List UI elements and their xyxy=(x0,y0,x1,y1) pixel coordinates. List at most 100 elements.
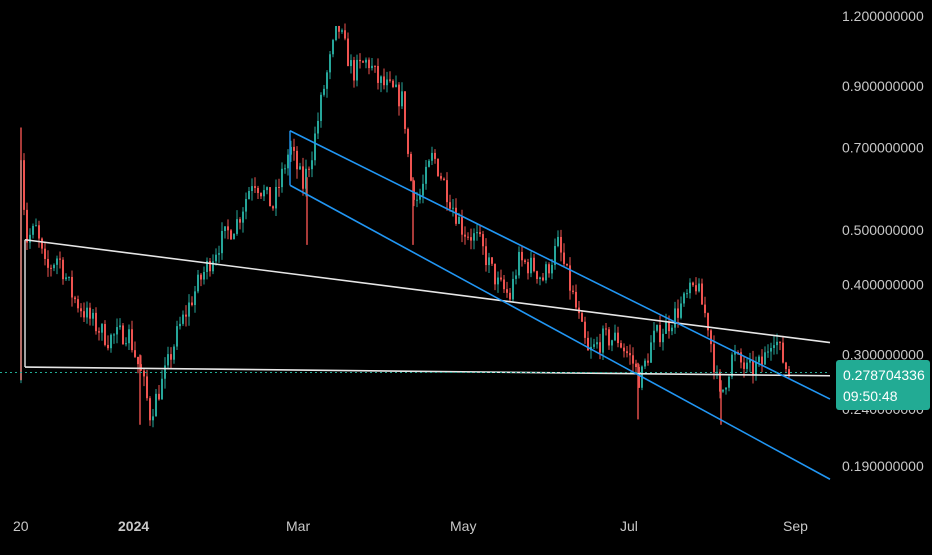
candle xyxy=(116,318,118,344)
candle-body xyxy=(722,389,724,392)
candle-body xyxy=(476,232,478,234)
candle xyxy=(266,186,268,195)
candle-body xyxy=(311,160,313,170)
trendline-upper[interactable] xyxy=(24,238,831,344)
candle-body xyxy=(137,356,139,365)
candle xyxy=(326,70,328,98)
candle xyxy=(335,26,337,42)
candle xyxy=(53,263,55,272)
candle-body xyxy=(563,252,565,264)
candle xyxy=(782,335,784,364)
candle-body xyxy=(296,150,298,170)
candle xyxy=(356,54,358,87)
candle-body xyxy=(521,251,523,261)
candle xyxy=(299,162,301,171)
candle xyxy=(215,248,217,266)
candle-body xyxy=(674,308,676,328)
candle-body xyxy=(389,79,391,81)
candle-body xyxy=(227,226,229,231)
channel-bottom-line[interactable] xyxy=(289,184,831,480)
candle xyxy=(446,172,448,211)
candle-body xyxy=(371,65,373,69)
candle-body xyxy=(260,193,262,197)
candle xyxy=(746,358,748,373)
candle-body xyxy=(263,190,265,197)
candle xyxy=(644,358,646,370)
candle xyxy=(146,369,148,401)
candle xyxy=(629,344,631,365)
candle xyxy=(506,281,508,298)
candle-body xyxy=(401,91,403,107)
candle xyxy=(512,271,514,303)
candle-body xyxy=(134,350,136,357)
price-axis[interactable]: 1.200000000 0.900000000 0.700000000 0.50000… xyxy=(842,8,924,474)
candle-body xyxy=(428,160,430,167)
candle-body xyxy=(719,371,721,392)
candle-body xyxy=(761,356,763,365)
channel-top-line[interactable] xyxy=(289,130,831,400)
candle-body xyxy=(614,332,616,341)
candle xyxy=(521,246,523,267)
candle-body xyxy=(575,291,577,308)
candle xyxy=(119,318,121,330)
candle-body xyxy=(482,234,484,247)
candle xyxy=(59,251,61,269)
candle xyxy=(785,361,787,373)
candle xyxy=(482,230,484,255)
candle xyxy=(77,295,79,313)
candle-body xyxy=(230,230,232,240)
candle xyxy=(350,54,352,74)
candle-body xyxy=(782,342,784,363)
candle-body xyxy=(686,293,688,295)
current-price-tag: 0.278704336 09:50:48 xyxy=(836,360,930,410)
candle-body xyxy=(668,321,670,332)
trendlines-layer[interactable] xyxy=(0,130,831,480)
candle-body xyxy=(122,325,124,345)
candle xyxy=(68,276,70,281)
candle xyxy=(110,333,112,353)
candle xyxy=(563,243,565,267)
candle xyxy=(92,309,94,326)
candle xyxy=(317,112,319,140)
candle-body xyxy=(554,246,556,265)
candle xyxy=(101,322,103,341)
candle xyxy=(431,146,433,166)
candle xyxy=(338,25,340,39)
candle-body xyxy=(431,152,433,161)
candle xyxy=(152,408,154,428)
candle-body xyxy=(413,180,415,200)
candle xyxy=(359,53,361,69)
candle xyxy=(128,324,130,351)
candle-body xyxy=(206,260,208,272)
candle-body xyxy=(404,91,406,129)
candle xyxy=(707,312,709,337)
candle xyxy=(191,296,193,307)
candle xyxy=(695,277,697,295)
candle-body xyxy=(143,370,145,377)
trendline-lower[interactable] xyxy=(24,366,831,377)
candle-body xyxy=(395,84,397,87)
candle-body xyxy=(356,59,358,81)
candle-body xyxy=(545,264,547,281)
candle-body xyxy=(248,190,250,199)
candle xyxy=(230,229,232,241)
candle-body xyxy=(290,146,292,155)
candle xyxy=(452,199,454,217)
candle xyxy=(89,302,91,326)
candle-body xyxy=(485,246,487,266)
candle-body xyxy=(251,186,253,191)
candle xyxy=(761,349,763,373)
candle-body xyxy=(95,312,97,332)
candle-body xyxy=(77,299,79,309)
candle-body xyxy=(662,333,664,343)
candle-body xyxy=(131,329,133,351)
candle xyxy=(209,258,211,277)
candle xyxy=(332,38,334,58)
candle-body xyxy=(353,60,355,81)
candle xyxy=(518,246,520,279)
candle-body xyxy=(581,313,583,322)
time-axis[interactable]: 20 2024 Mar May Jul Sep xyxy=(13,518,808,534)
candle xyxy=(257,185,259,199)
